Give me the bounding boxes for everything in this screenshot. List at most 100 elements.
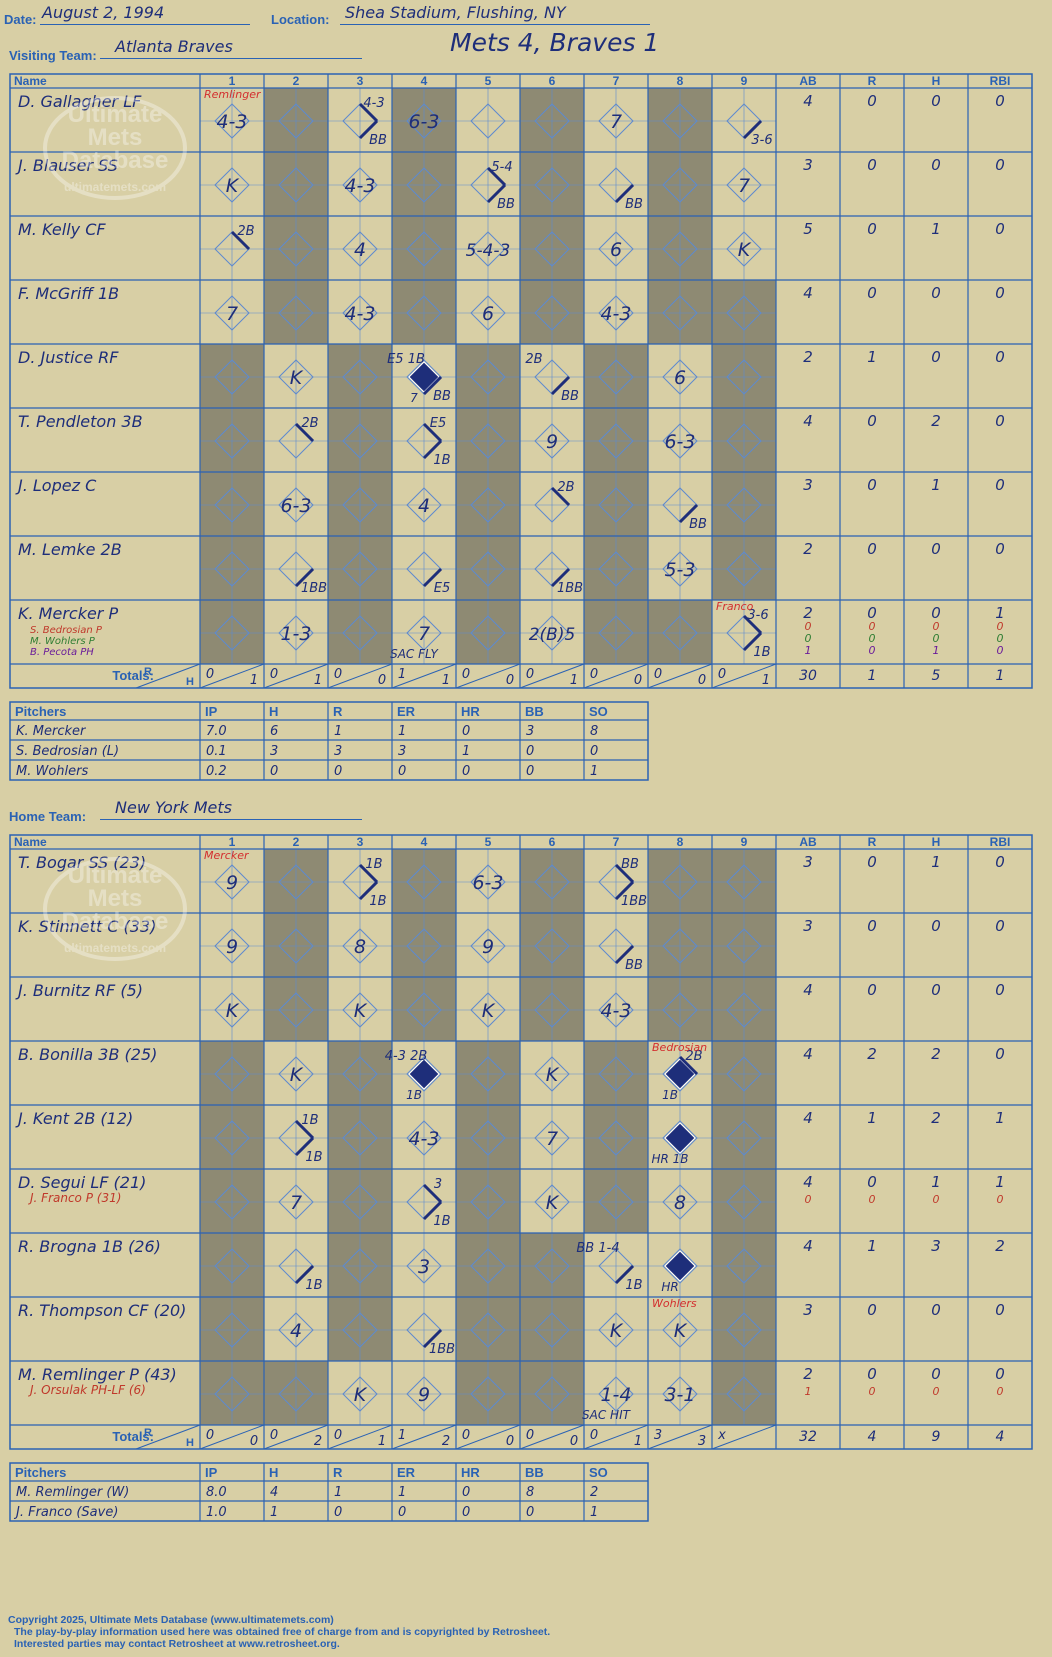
pitcher-stat: 6: [270, 724, 278, 739]
sub-player-name: S. Bedrosian P: [30, 625, 103, 636]
player-stat: 4: [803, 1237, 813, 1255]
player-name: J. Lopez C: [15, 476, 97, 495]
player-stat: 0: [933, 1193, 940, 1206]
inning-hits: 1: [570, 673, 578, 688]
play-mark: BB: [561, 389, 579, 404]
player-stat: 1: [995, 604, 1005, 622]
grid-header-col: 4: [421, 74, 428, 88]
player-stat: 0: [995, 1365, 1005, 1383]
play-mark: 1B: [662, 1088, 678, 1102]
player-stat: 5: [803, 220, 813, 238]
grid-header-col: RBI: [990, 835, 1011, 849]
player-stat: 3: [803, 917, 813, 935]
inning-hits: 3: [698, 1434, 706, 1449]
player-stat: 0: [997, 1385, 1004, 1398]
inning-total-slash: [711, 663, 777, 689]
player-stat: 2: [803, 348, 813, 366]
home-team-label: Home Team:: [9, 809, 87, 824]
watermark-text: ultimatemets.com: [64, 941, 166, 955]
basepath-mark: [294, 422, 315, 443]
inning-hits: 2: [442, 1434, 450, 1449]
inning-total-slash: [327, 663, 393, 689]
pitcher-stat: 0.1: [206, 744, 227, 759]
player-name: R. Brogna 1B (26): [18, 1237, 161, 1256]
pitcher-stat: 0: [270, 764, 278, 779]
grid-header-col: 8: [677, 835, 684, 849]
play-mark: K: [738, 239, 752, 261]
inning-hits: 0: [698, 673, 706, 688]
play-mark: BB 1-4: [576, 1241, 619, 1256]
watermark-text: Ultimate: [68, 101, 163, 128]
inning-hits: 1: [378, 1434, 386, 1449]
play-mark: 3: [418, 1256, 430, 1278]
visiting-team-value: Atlanta Braves: [115, 37, 233, 56]
player-name: J. Kent 2B (12): [15, 1109, 133, 1128]
play-mark: 1-4: [600, 1384, 631, 1406]
player-stat: 0: [995, 284, 1005, 302]
player-stat: 0: [995, 348, 1005, 366]
player-name: D. Justice RF: [18, 348, 119, 367]
player-stat: 4: [803, 1109, 813, 1127]
watermark-text: Ultimate: [68, 862, 163, 889]
pitcher-stat: 1: [270, 1505, 278, 1520]
play-mark: BB: [689, 517, 707, 532]
player-name: J. Burnitz RF (5): [15, 981, 143, 1000]
pitcher-stat: 0: [462, 764, 470, 779]
team-total: 4: [996, 1429, 1005, 1445]
play-mark: 4-3: [363, 96, 384, 111]
grid-header-col: 2: [293, 74, 300, 88]
play-mark: 1BB: [429, 1342, 455, 1357]
inning-total-slash: [519, 663, 585, 689]
play-mark: BB: [369, 133, 387, 148]
pitcher-stat: M. Wohlers: [16, 764, 88, 779]
basepath-mark: [678, 503, 699, 524]
player-stat: 0: [995, 156, 1005, 174]
basepath-mark: [422, 422, 443, 443]
pitcher-stat: 0: [398, 1505, 406, 1520]
player-stat: 0: [931, 981, 941, 999]
play-mark: 7: [290, 1192, 302, 1214]
inning-total-slash: [519, 1424, 585, 1450]
player-stat: 1: [867, 1109, 877, 1127]
pitching-change-note: Remlinger: [204, 88, 262, 101]
pitcher-stat: 1.0: [206, 1505, 227, 1520]
player-stat: 3: [803, 853, 813, 871]
player-stat: 0: [931, 604, 941, 622]
player-stat: 0: [931, 348, 941, 366]
grid-header-col: AB: [799, 835, 817, 849]
play-mark: 8: [354, 936, 366, 958]
pitchers-header: SO: [589, 1465, 608, 1480]
grid-header-col: 6: [549, 74, 556, 88]
player-stat: 4: [803, 1045, 813, 1063]
pitcher-stat: 3: [334, 744, 342, 759]
player-stat: 0: [995, 853, 1005, 871]
watermark-text: Mets: [88, 124, 143, 151]
play-mark: 1B: [433, 453, 450, 468]
pitchers-header: H: [269, 1465, 278, 1480]
play-mark: 5-4-3: [466, 241, 511, 261]
player-stat: 0: [997, 632, 1004, 645]
basepath-mark: [550, 375, 571, 396]
play-mark: SAC HIT: [582, 1408, 632, 1422]
grid-header-col: H: [932, 74, 941, 88]
play-mark: K: [546, 1192, 560, 1214]
player-stat: 4: [803, 412, 813, 430]
pitchers-header: R: [333, 1465, 343, 1480]
grid-header-col: 9: [741, 835, 748, 849]
basepath-mark: [742, 631, 763, 652]
inning-hits: 0: [378, 673, 386, 688]
play-mark: BB: [621, 857, 639, 872]
pitching-change-note: Bedrosian: [652, 1041, 707, 1054]
team-total: 32: [799, 1429, 817, 1445]
runs-header: R: [144, 1427, 152, 1439]
play-mark: 4-3: [216, 111, 247, 133]
totals-slash: [135, 663, 201, 689]
basepath-mark: [358, 119, 379, 140]
inning-hits: 0: [506, 1434, 514, 1449]
pitchers-header: IP: [205, 704, 218, 719]
inning-total-slash: [455, 663, 521, 689]
play-mark: 4-3: [600, 303, 631, 325]
play-mark: HR 1B: [651, 1152, 688, 1166]
player-name: J. Blauser SS: [15, 156, 118, 175]
